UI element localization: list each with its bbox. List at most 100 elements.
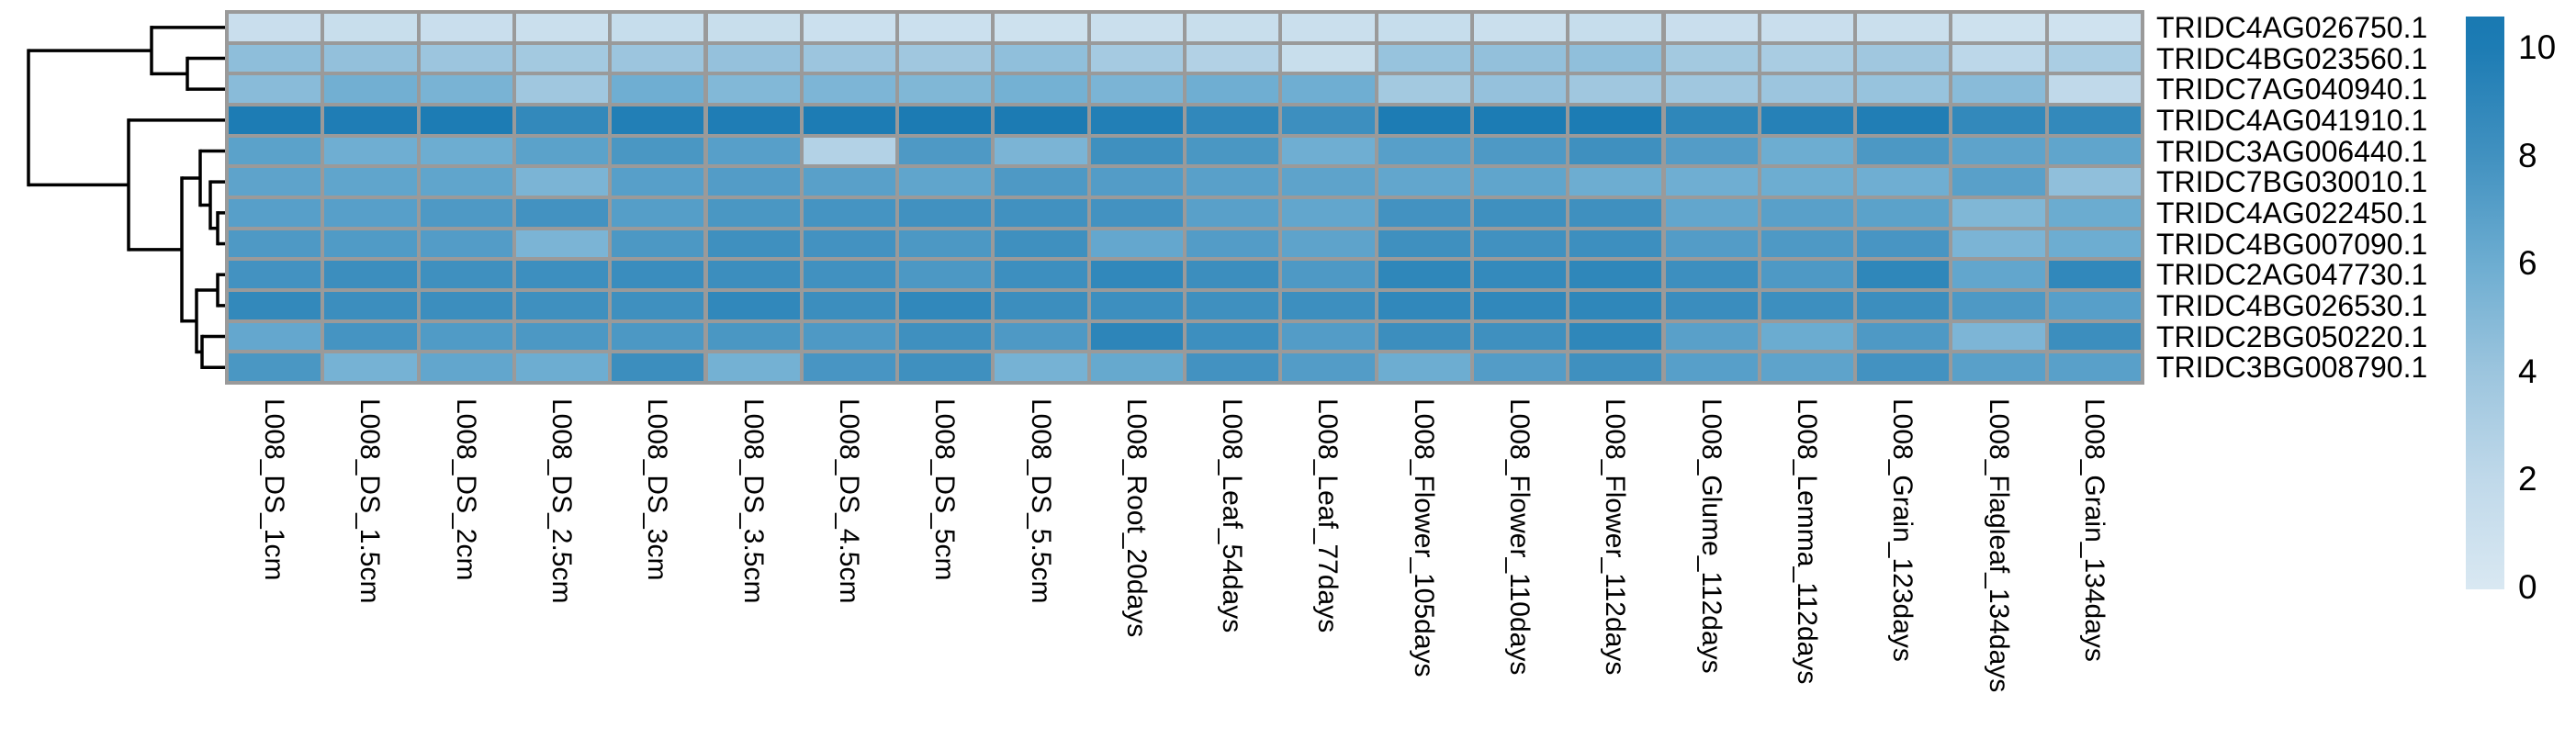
row-label: TRIDC3AG006440.1: [2156, 134, 2428, 168]
column-label: L008_Grain_123days: [1887, 398, 1918, 662]
heatmap-cell: [420, 353, 512, 382]
heatmap-cell: [612, 292, 704, 319]
heatmap-cell: [1282, 229, 1375, 258]
column-label: L008_DS_1cm: [259, 398, 290, 581]
heatmap-cell: [1952, 75, 2045, 103]
column-label: L008_Flagleaf_134days: [1983, 398, 2014, 693]
column-label: L008_DS_3.5cm: [737, 398, 769, 604]
heatmap-cell: [1090, 137, 1183, 165]
heatmap-cell: [1473, 229, 1567, 258]
heatmap-cell: [1569, 44, 1662, 73]
heatmap-cell: [803, 137, 896, 165]
heatmap-cell: [995, 168, 1087, 196]
heatmap-cell: [1569, 137, 1662, 165]
heatmap-cell: [1760, 106, 1854, 134]
heatmap-cell: [995, 106, 1087, 134]
heatmap-cell: [229, 14, 321, 41]
heatmap-cell: [1569, 322, 1662, 351]
heatmap-cell: [707, 261, 800, 289]
heatmap-cell: [707, 14, 800, 41]
heatmap-cell: [1952, 199, 2045, 227]
heatmap-cell: [324, 261, 417, 289]
row-label: TRIDC4AG026750.1: [2156, 10, 2428, 44]
heatmap-cell: [1665, 168, 1758, 196]
heatmap-cell: [1473, 322, 1567, 351]
heatmap-cell: [1378, 14, 1470, 41]
column-label: L008_Leaf_77days: [1312, 398, 1344, 633]
heatmap-cell: [1378, 261, 1470, 289]
heatmap-cell: [899, 106, 992, 134]
heatmap-cell: [1952, 168, 2045, 196]
heatmap-cell: [1090, 353, 1183, 382]
heatmap-cell: [1857, 261, 1950, 289]
heatmap-cell: [324, 353, 417, 382]
heatmap-cell: [1665, 75, 1758, 103]
heatmap-cell: [515, 292, 609, 319]
heatmap-cell: [229, 168, 321, 196]
heatmap-cell: [1187, 229, 1279, 258]
heatmap-cell: [1090, 322, 1183, 351]
row-label: TRIDC2AG047730.1: [2156, 258, 2428, 292]
heatmap-cell: [1282, 106, 1375, 134]
heatmap-cell: [1952, 261, 2045, 289]
heatmap-cell: [1857, 14, 1950, 41]
heatmap-cell: [612, 75, 704, 103]
heatmap-cell: [1090, 199, 1183, 227]
heatmap-cell: [229, 261, 321, 289]
heatmap-cell: [1282, 322, 1375, 351]
heatmap-cell: [515, 199, 609, 227]
colorbar-tick-label: 8: [2518, 136, 2537, 174]
heatmap-cell: [1282, 14, 1375, 41]
row-label: TRIDC4BG023560.1: [2156, 41, 2428, 75]
heatmap-cell: [995, 44, 1087, 73]
heatmap-cell: [1665, 292, 1758, 319]
heatmap-cell: [1473, 292, 1567, 319]
heatmap-cell: [1952, 137, 2045, 165]
heatmap-cell: [515, 322, 609, 351]
heatmap-cell: [1187, 137, 1279, 165]
heatmap-cell: [803, 229, 896, 258]
heatmap-cell: [1282, 137, 1375, 165]
heatmap-cell: [515, 137, 609, 165]
heatmap-cell: [899, 137, 992, 165]
heatmap-cell: [324, 168, 417, 196]
heatmap-cell: [420, 322, 512, 351]
heatmap-cell: [1569, 168, 1662, 196]
heatmap-cell: [1760, 229, 1854, 258]
heatmap-cell: [1090, 168, 1183, 196]
column-label: L008_Root_20days: [1120, 398, 1152, 638]
heatmap-cell: [612, 261, 704, 289]
heatmap-cell: [1282, 199, 1375, 227]
heatmap-cell: [1378, 199, 1470, 227]
heatmap-cell: [1473, 137, 1567, 165]
heatmap-cell: [1857, 75, 1950, 103]
heatmap-cell: [1473, 199, 1567, 227]
heatmap-cell: [1952, 292, 2045, 319]
heatmap-cell: [2048, 322, 2141, 351]
heatmap-cell: [1857, 106, 1950, 134]
heatmap-cell: [1857, 322, 1950, 351]
heatmap-cell: [1760, 14, 1854, 41]
heatmap-cell: [1569, 261, 1662, 289]
heatmap-cell: [1760, 44, 1854, 73]
heatmap-cell: [707, 229, 800, 258]
row-label: TRIDC4AG041910.1: [2156, 103, 2428, 137]
heatmap-cell: [612, 168, 704, 196]
heatmap-cell: [995, 353, 1087, 382]
heatmap-cell: [612, 353, 704, 382]
heatmap-cell: [2048, 261, 2141, 289]
heatmap-cell: [1473, 261, 1567, 289]
heatmap-cell: [229, 106, 321, 134]
heatmap-cell: [1665, 199, 1758, 227]
heatmap-cell: [1569, 229, 1662, 258]
heatmap-cell: [707, 353, 800, 382]
colorbar-tick-label: 6: [2518, 244, 2537, 283]
heatmap-cell: [1378, 168, 1470, 196]
heatmap-cell: [707, 322, 800, 351]
heatmap-cell: [1760, 261, 1854, 289]
heatmap-cell: [899, 168, 992, 196]
heatmap-cell: [612, 106, 704, 134]
heatmap-cell: [995, 261, 1087, 289]
heatmap-cell: [1665, 44, 1758, 73]
heatmap-cell: [1473, 168, 1567, 196]
